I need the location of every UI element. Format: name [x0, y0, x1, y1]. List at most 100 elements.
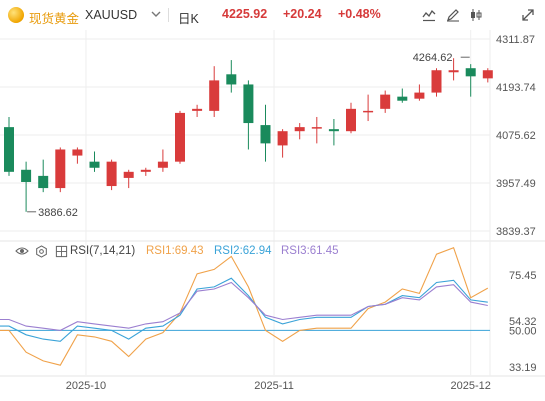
rsi-series-line: [0, 277, 488, 342]
candle-body: [175, 112, 185, 162]
candle-body: [4, 127, 14, 172]
candle-body: [465, 68, 476, 77]
last-price: 4225.92: [222, 7, 268, 21]
rsi-tick-label: 50.00: [509, 325, 537, 337]
annotation-label: 4264.62: [413, 52, 453, 64]
candle: [448, 58, 459, 81]
candle-body: [192, 108, 203, 111]
candle: [294, 123, 305, 140]
rsi-series-line: [0, 281, 488, 331]
line-style-icon[interactable]: [420, 6, 438, 24]
price-tick-label: 3957.49: [496, 178, 536, 190]
candle-body: [38, 175, 49, 189]
price-axis: 4311.87 4193.74 4075.62 3957.49 3839.37: [496, 34, 536, 238]
candle: [397, 88, 408, 103]
rsi-legend: RSI(7,14,21) RSI1:69.43 RSI2:62.94 RSI3:…: [0, 244, 545, 260]
candle: [311, 116, 322, 144]
candle-body: [260, 125, 271, 144]
candle-body: [123, 171, 134, 178]
candle-body: [380, 94, 391, 109]
candle: [55, 147, 66, 193]
rsi-indicator-name: RSI(7,14,21): [70, 245, 136, 257]
candle-body: [226, 74, 237, 85]
candle-body: [89, 161, 100, 168]
candle: [482, 68, 493, 83]
candle: [192, 104, 203, 117]
time-tick-label: 2025-11: [254, 380, 294, 392]
rsi-tick-label: 54.32: [509, 316, 537, 328]
candle: [175, 110, 185, 164]
candle-body: [72, 149, 83, 156]
price-tick-label: 4311.87: [496, 34, 535, 46]
candle: [260, 104, 271, 162]
candle: [89, 151, 100, 172]
rsi-tick-label: 33.19: [509, 362, 537, 374]
candle: [209, 66, 220, 117]
candle-body: [482, 70, 493, 79]
rsi1-value: RSI1:69.43: [146, 245, 204, 257]
candles: [4, 58, 493, 212]
settings-icon[interactable]: [35, 245, 48, 261]
candle-body: [106, 161, 117, 187]
candle: [277, 129, 288, 158]
candle: [431, 68, 442, 97]
candle-body: [294, 127, 305, 132]
indicator-list-icon[interactable]: [55, 245, 68, 261]
candle: [380, 90, 391, 113]
expand-icon[interactable]: [519, 6, 537, 24]
annotation-label: 3886.62: [38, 207, 78, 219]
candle: [21, 161, 32, 212]
candle: [346, 102, 356, 134]
candle-body: [277, 131, 288, 146]
candle-body: [157, 161, 168, 168]
candle-body: [209, 80, 220, 111]
candle: [38, 159, 49, 193]
candle: [328, 118, 339, 146]
header-divider: [168, 8, 169, 22]
candle-body: [21, 169, 32, 182]
candle: [226, 60, 237, 93]
candle-body: [55, 149, 66, 189]
candle: [123, 169, 134, 189]
chevron-down-icon[interactable]: [151, 7, 161, 24]
rsi-series-line: [0, 246, 489, 366]
candle: [243, 80, 254, 150]
rsi-tick-label: 75.45: [509, 270, 537, 282]
candle: [157, 149, 168, 172]
candle-body: [414, 92, 425, 99]
candle-body: [243, 84, 254, 124]
candle: [106, 159, 117, 191]
price-annotations: 4264.62 3886.62: [27, 52, 470, 219]
symbol-code[interactable]: XAUUSD: [85, 8, 138, 22]
price-change: +20.24: [283, 7, 322, 21]
candle: [140, 167, 151, 176]
rsi-panel: [0, 246, 490, 366]
price-tick-label: 4075.62: [496, 130, 536, 142]
eye-icon[interactable]: [15, 245, 29, 260]
time-axis: 2025-10 2025-11 2025-12: [66, 380, 491, 392]
price-tick-label: 4193.74: [496, 82, 536, 94]
candle-body: [140, 169, 151, 172]
draw-icon[interactable]: [444, 6, 462, 24]
symbol-name[interactable]: 现货黄金: [29, 12, 80, 26]
candle-body: [431, 70, 442, 93]
grid: [0, 30, 545, 377]
chart-header: 现货黄金 XAUUSD 日K 4225.92 +20.24 +0.48%: [0, 0, 545, 30]
candle-body: [448, 70, 459, 73]
candle-type-icon[interactable]: [467, 6, 485, 24]
candle-body: [363, 110, 374, 113]
candle: [414, 84, 425, 101]
candle-body: [311, 127, 322, 129]
candle: [363, 94, 374, 122]
time-tick-label: 2025-12: [451, 380, 491, 392]
price-tick-label: 3839.37: [496, 226, 536, 238]
rsi2-value: RSI2:62.94: [214, 245, 272, 257]
rsi3-value: RSI3:61.45: [281, 245, 339, 257]
timeframe-selector[interactable]: 日K: [178, 12, 199, 26]
candle-body: [328, 129, 339, 132]
candle-body: [346, 108, 356, 132]
candle: [72, 147, 83, 164]
price-change-percent: +0.48%: [338, 7, 381, 21]
